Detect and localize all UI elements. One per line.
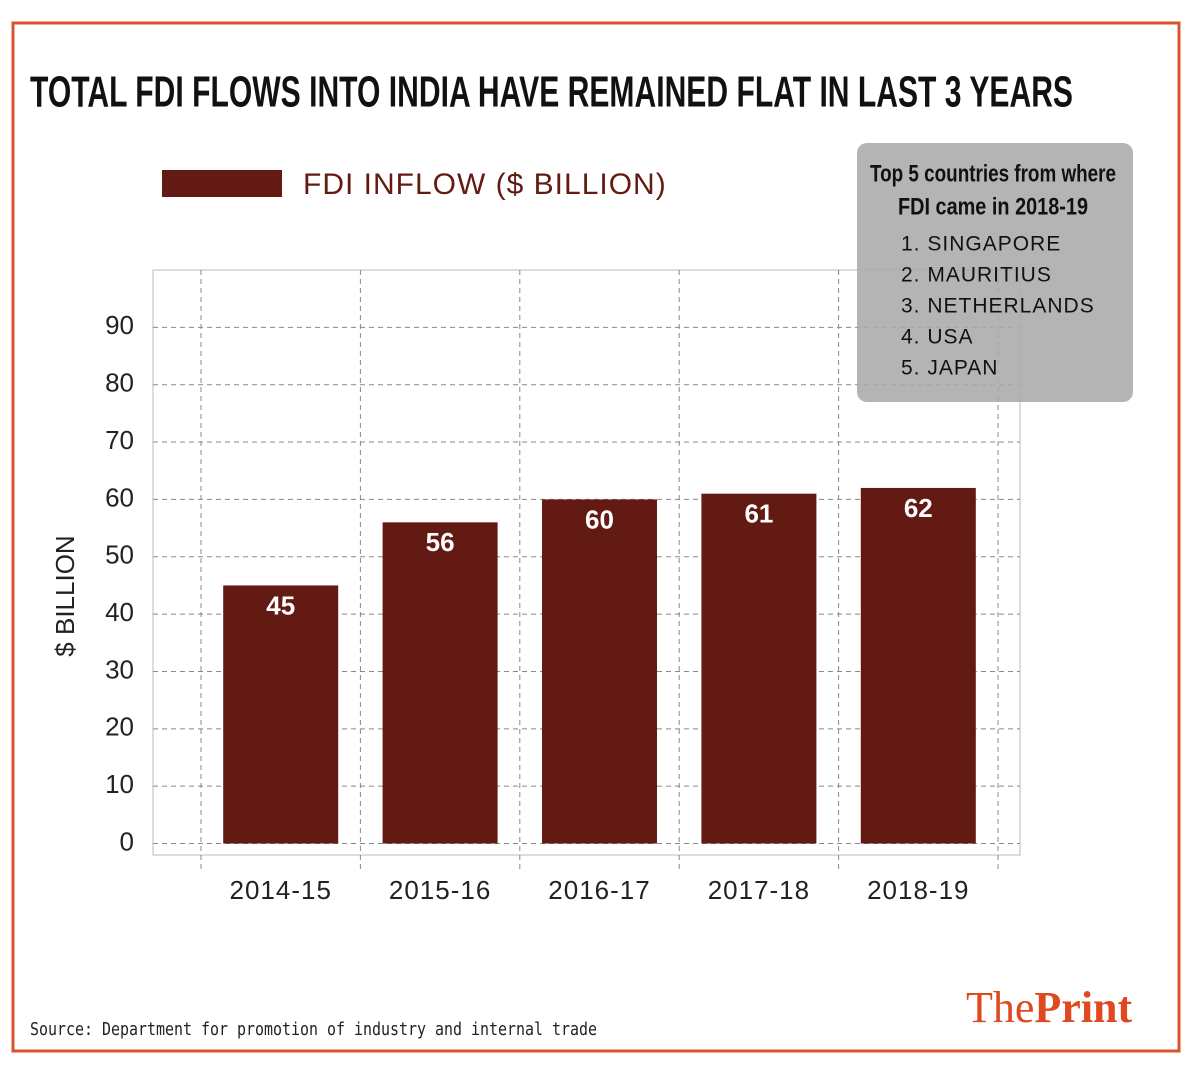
annotation-item: 5. JAPAN: [901, 357, 998, 380]
bar: [701, 493, 817, 844]
y-tick-label: 20: [105, 712, 134, 742]
plot-frame: [152, 269, 1021, 856]
y-tick-label: 0: [120, 826, 134, 856]
y-tick-label: 40: [105, 597, 134, 627]
annotation-title: FDI came in 2018-19: [898, 193, 1088, 220]
bar: [223, 585, 339, 844]
annotation-item: 4. USA: [901, 326, 974, 349]
x-tick-label: 2014-15: [229, 875, 331, 905]
bar: [860, 487, 976, 844]
legend-swatch: [162, 170, 282, 197]
value-label: 45: [266, 590, 295, 620]
annotation-item: 2. MAURITIUS: [901, 264, 1052, 287]
bar: [382, 522, 498, 844]
value-label: 61: [744, 499, 773, 529]
frame: [11, 21, 1181, 1053]
x-tick-label: 2015-16: [389, 875, 491, 905]
x-tick-label: 2017-18: [708, 875, 810, 905]
brand-logo: ThePrint: [966, 983, 1133, 1032]
x-tick-label: 2016-17: [548, 875, 650, 905]
y-tick-label: 60: [105, 482, 134, 512]
legend-label: FDI INFLOW ($ BILLION): [303, 168, 667, 201]
annotation-item: 1. SINGAPORE: [901, 233, 1061, 256]
value-label: 60: [585, 504, 614, 534]
y-tick-label: 70: [105, 425, 134, 455]
brand-second: Print: [1034, 983, 1132, 1032]
bar: [542, 499, 657, 844]
annotation-item: 3. NETHERLANDS: [901, 295, 1095, 318]
y-tick-label: 80: [105, 368, 134, 398]
value-label: 56: [426, 527, 455, 557]
chart-title: TOTAL FDI FLOWS INTO INDIA HAVE REMAINED…: [30, 68, 1073, 117]
annotation-box: [857, 143, 1133, 402]
y-tick-label: 10: [105, 769, 134, 799]
value-label: 62: [904, 493, 933, 523]
y-tick-label: 90: [105, 310, 134, 340]
source: Source: Department for promotion of indu…: [30, 1019, 597, 1040]
brand-first: The: [966, 983, 1034, 1032]
y-tick-label: 50: [105, 540, 134, 570]
y-tick-label: 30: [105, 654, 134, 684]
y-axis-label: $ BILLION: [50, 535, 80, 656]
annotation-title: Top 5 countries from where: [870, 160, 1116, 187]
x-tick-label: 2018-19: [867, 875, 969, 905]
